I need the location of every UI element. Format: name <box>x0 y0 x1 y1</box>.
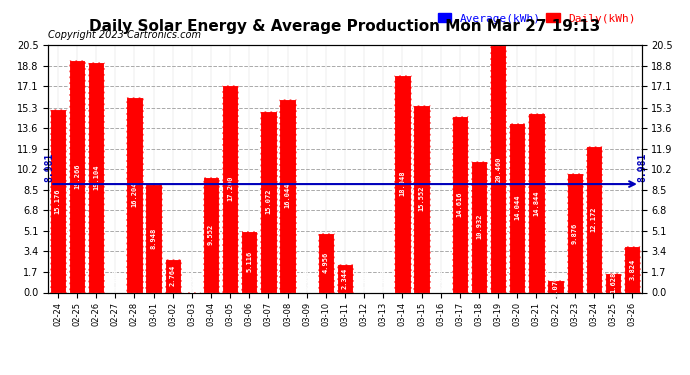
Text: Copyright 2023 Cartronics.com: Copyright 2023 Cartronics.com <box>48 30 201 40</box>
Bar <box>605 273 621 292</box>
Bar <box>566 173 583 292</box>
Text: 5.116: 5.116 <box>246 251 253 272</box>
Text: 19.104: 19.104 <box>93 164 99 190</box>
Bar <box>222 85 238 292</box>
Text: 8.981: 8.981 <box>638 152 648 182</box>
Text: 4.956: 4.956 <box>323 252 329 273</box>
Bar <box>88 62 104 292</box>
Bar <box>241 231 257 292</box>
Text: 17.200: 17.200 <box>227 176 233 201</box>
Text: 8.981: 8.981 <box>44 152 55 182</box>
Text: 0.012: 0.012 <box>189 267 195 289</box>
Text: 16.044: 16.044 <box>284 183 290 209</box>
Text: 1.076: 1.076 <box>553 275 559 297</box>
Bar <box>509 123 525 292</box>
Text: 14.844: 14.844 <box>533 190 540 216</box>
Text: 12.172: 12.172 <box>591 206 597 232</box>
Text: 18.048: 18.048 <box>400 171 406 196</box>
Text: 0.000: 0.000 <box>380 269 386 290</box>
Text: 15.552: 15.552 <box>419 186 424 211</box>
Bar <box>146 184 161 292</box>
Text: 16.204: 16.204 <box>131 182 137 207</box>
Bar <box>394 75 411 292</box>
Text: 14.044: 14.044 <box>514 195 520 220</box>
Bar <box>126 97 143 292</box>
Text: 15.072: 15.072 <box>266 189 271 214</box>
Text: 3.824: 3.824 <box>629 259 635 280</box>
Text: 0.000: 0.000 <box>304 269 310 290</box>
Text: Daily Solar Energy & Average Production Mon Mar 27 19:13: Daily Solar Energy & Average Production … <box>90 19 600 34</box>
Bar <box>337 264 353 292</box>
Bar <box>452 116 468 292</box>
Text: 14.616: 14.616 <box>457 192 463 217</box>
Bar <box>413 105 430 292</box>
Text: 19.266: 19.266 <box>74 164 80 189</box>
Text: 9.876: 9.876 <box>572 222 578 243</box>
Bar <box>165 259 181 292</box>
Bar <box>317 232 334 292</box>
Bar <box>624 246 640 292</box>
Text: 0.000: 0.000 <box>361 269 367 290</box>
Bar <box>279 99 296 292</box>
Bar <box>69 60 85 292</box>
Bar <box>50 109 66 292</box>
Text: 0.000: 0.000 <box>112 269 118 290</box>
Legend: Average(kWh), Daily(kWh): Average(kWh), Daily(kWh) <box>437 13 636 24</box>
Text: 2.344: 2.344 <box>342 268 348 289</box>
Text: 10.932: 10.932 <box>476 214 482 239</box>
Text: 1.628: 1.628 <box>610 272 616 293</box>
Bar <box>586 146 602 292</box>
Bar <box>260 111 277 292</box>
Bar <box>471 160 487 292</box>
Text: 8.948: 8.948 <box>150 228 157 249</box>
Text: 20.460: 20.460 <box>495 156 501 182</box>
Bar <box>529 113 544 292</box>
Bar <box>490 45 506 292</box>
Text: 15.176: 15.176 <box>55 188 61 214</box>
Text: 0.000: 0.000 <box>437 269 444 290</box>
Bar <box>203 177 219 292</box>
Text: 2.764: 2.764 <box>170 265 176 286</box>
Bar <box>547 279 564 292</box>
Text: 9.552: 9.552 <box>208 224 214 246</box>
